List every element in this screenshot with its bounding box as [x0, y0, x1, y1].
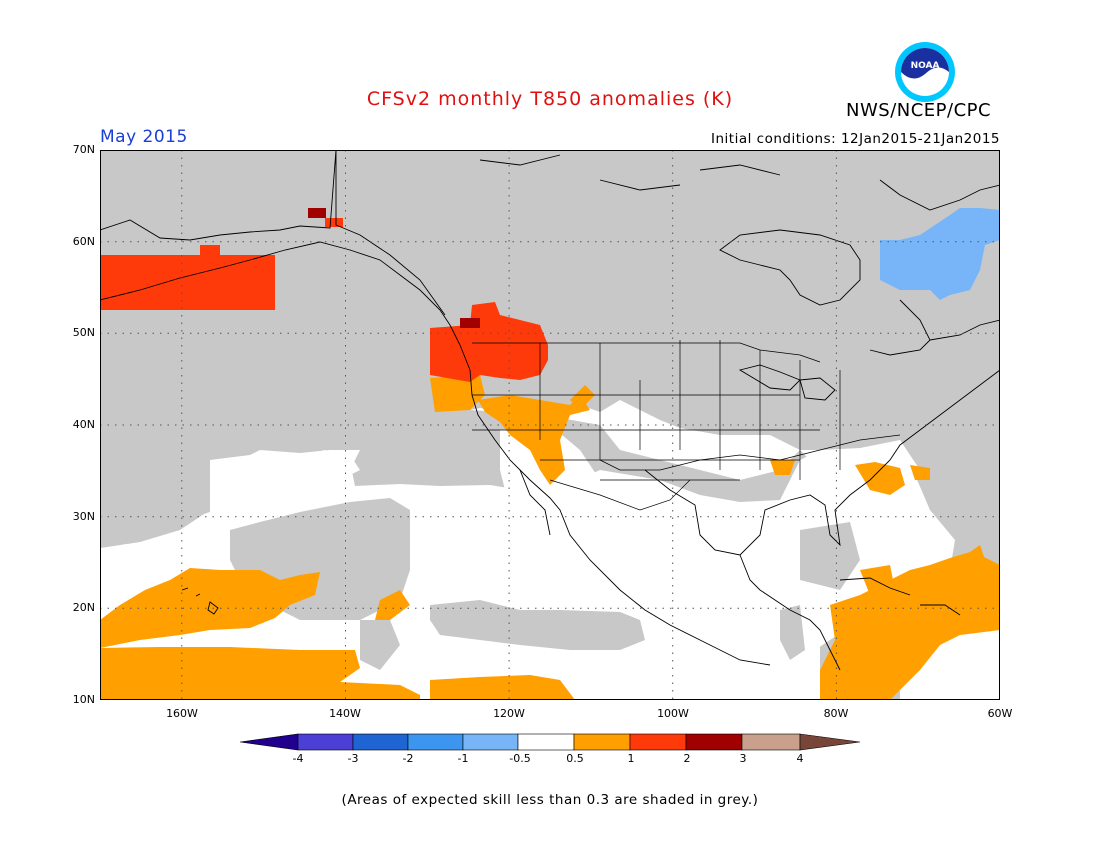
forecast-month: May 2015	[100, 127, 188, 147]
noaa-logo: NOAA	[895, 42, 955, 102]
lat-label-30n: 30N	[72, 510, 95, 523]
lon-label-160w: 160W	[166, 707, 198, 720]
colorbar-label: -3	[347, 752, 359, 765]
colorbar-label: 3	[739, 752, 747, 765]
colorbar-bin	[573, 733, 631, 751]
lon-label-140w: 140W	[329, 707, 361, 720]
anomaly-blue-area	[880, 208, 1000, 300]
lat-label-70n: 70N	[72, 143, 95, 156]
colorbar	[240, 733, 861, 751]
lon-label-120w: 120W	[493, 707, 525, 720]
lat-label-10n: 10N	[72, 693, 95, 706]
anomaly-map	[100, 150, 1000, 700]
colorbar-label: -2	[402, 752, 414, 765]
anomaly-red-areas	[100, 218, 548, 382]
pacific-grey-patches	[100, 480, 860, 670]
lat-label-50n: 50N	[72, 326, 95, 339]
lat-label-40n: 40N	[72, 418, 95, 431]
anomaly-orange-areas	[100, 375, 1000, 700]
mexico-white-area	[500, 425, 800, 700]
noaa-logo-text: NOAA	[911, 61, 940, 71]
map-frame	[100, 150, 1000, 700]
colorbar-arrow-right	[799, 733, 861, 751]
colorbar-bin	[629, 733, 687, 751]
colorbar-label: -0.5	[509, 752, 531, 765]
colorbar-label: -4	[292, 752, 304, 765]
colorbar-arrow-left	[240, 733, 299, 751]
colorbar-bin	[741, 733, 801, 751]
colorbar-bin	[517, 733, 575, 751]
lat-label-60n: 60N	[72, 235, 95, 248]
anomaly-darkred-areas	[308, 208, 480, 328]
colorbar-bin	[297, 733, 354, 751]
colorbar-label: 0.5	[566, 752, 584, 765]
lon-label-80w: 80W	[823, 707, 849, 720]
coastlines	[100, 150, 1000, 671]
lat-label-20n: 20N	[72, 601, 95, 614]
colorbar-bin	[685, 733, 743, 751]
colorbar-label: -1	[457, 752, 469, 765]
political-borders	[472, 340, 901, 511]
colorbar-bin	[407, 733, 464, 751]
colorbar-label: 1	[627, 752, 635, 765]
colorbar-bin	[352, 733, 409, 751]
lon-label-100w: 100W	[657, 707, 689, 720]
colorbar-label: 4	[796, 752, 804, 765]
colorbar-label: 2	[683, 752, 691, 765]
skill-footnote: (Areas of expected skill less than 0.3 a…	[341, 792, 759, 808]
lon-label-60w: 60W	[987, 707, 1013, 720]
lat-lon-grid	[100, 150, 1000, 700]
agency-label: NWS/NCEP/CPC	[846, 100, 992, 121]
initial-conditions: Initial conditions: 12Jan2015-21Jan2015	[711, 131, 1000, 147]
colorbar-bin	[462, 733, 519, 751]
chart-title: CFSv2 monthly T850 anomalies (K)	[366, 88, 734, 110]
